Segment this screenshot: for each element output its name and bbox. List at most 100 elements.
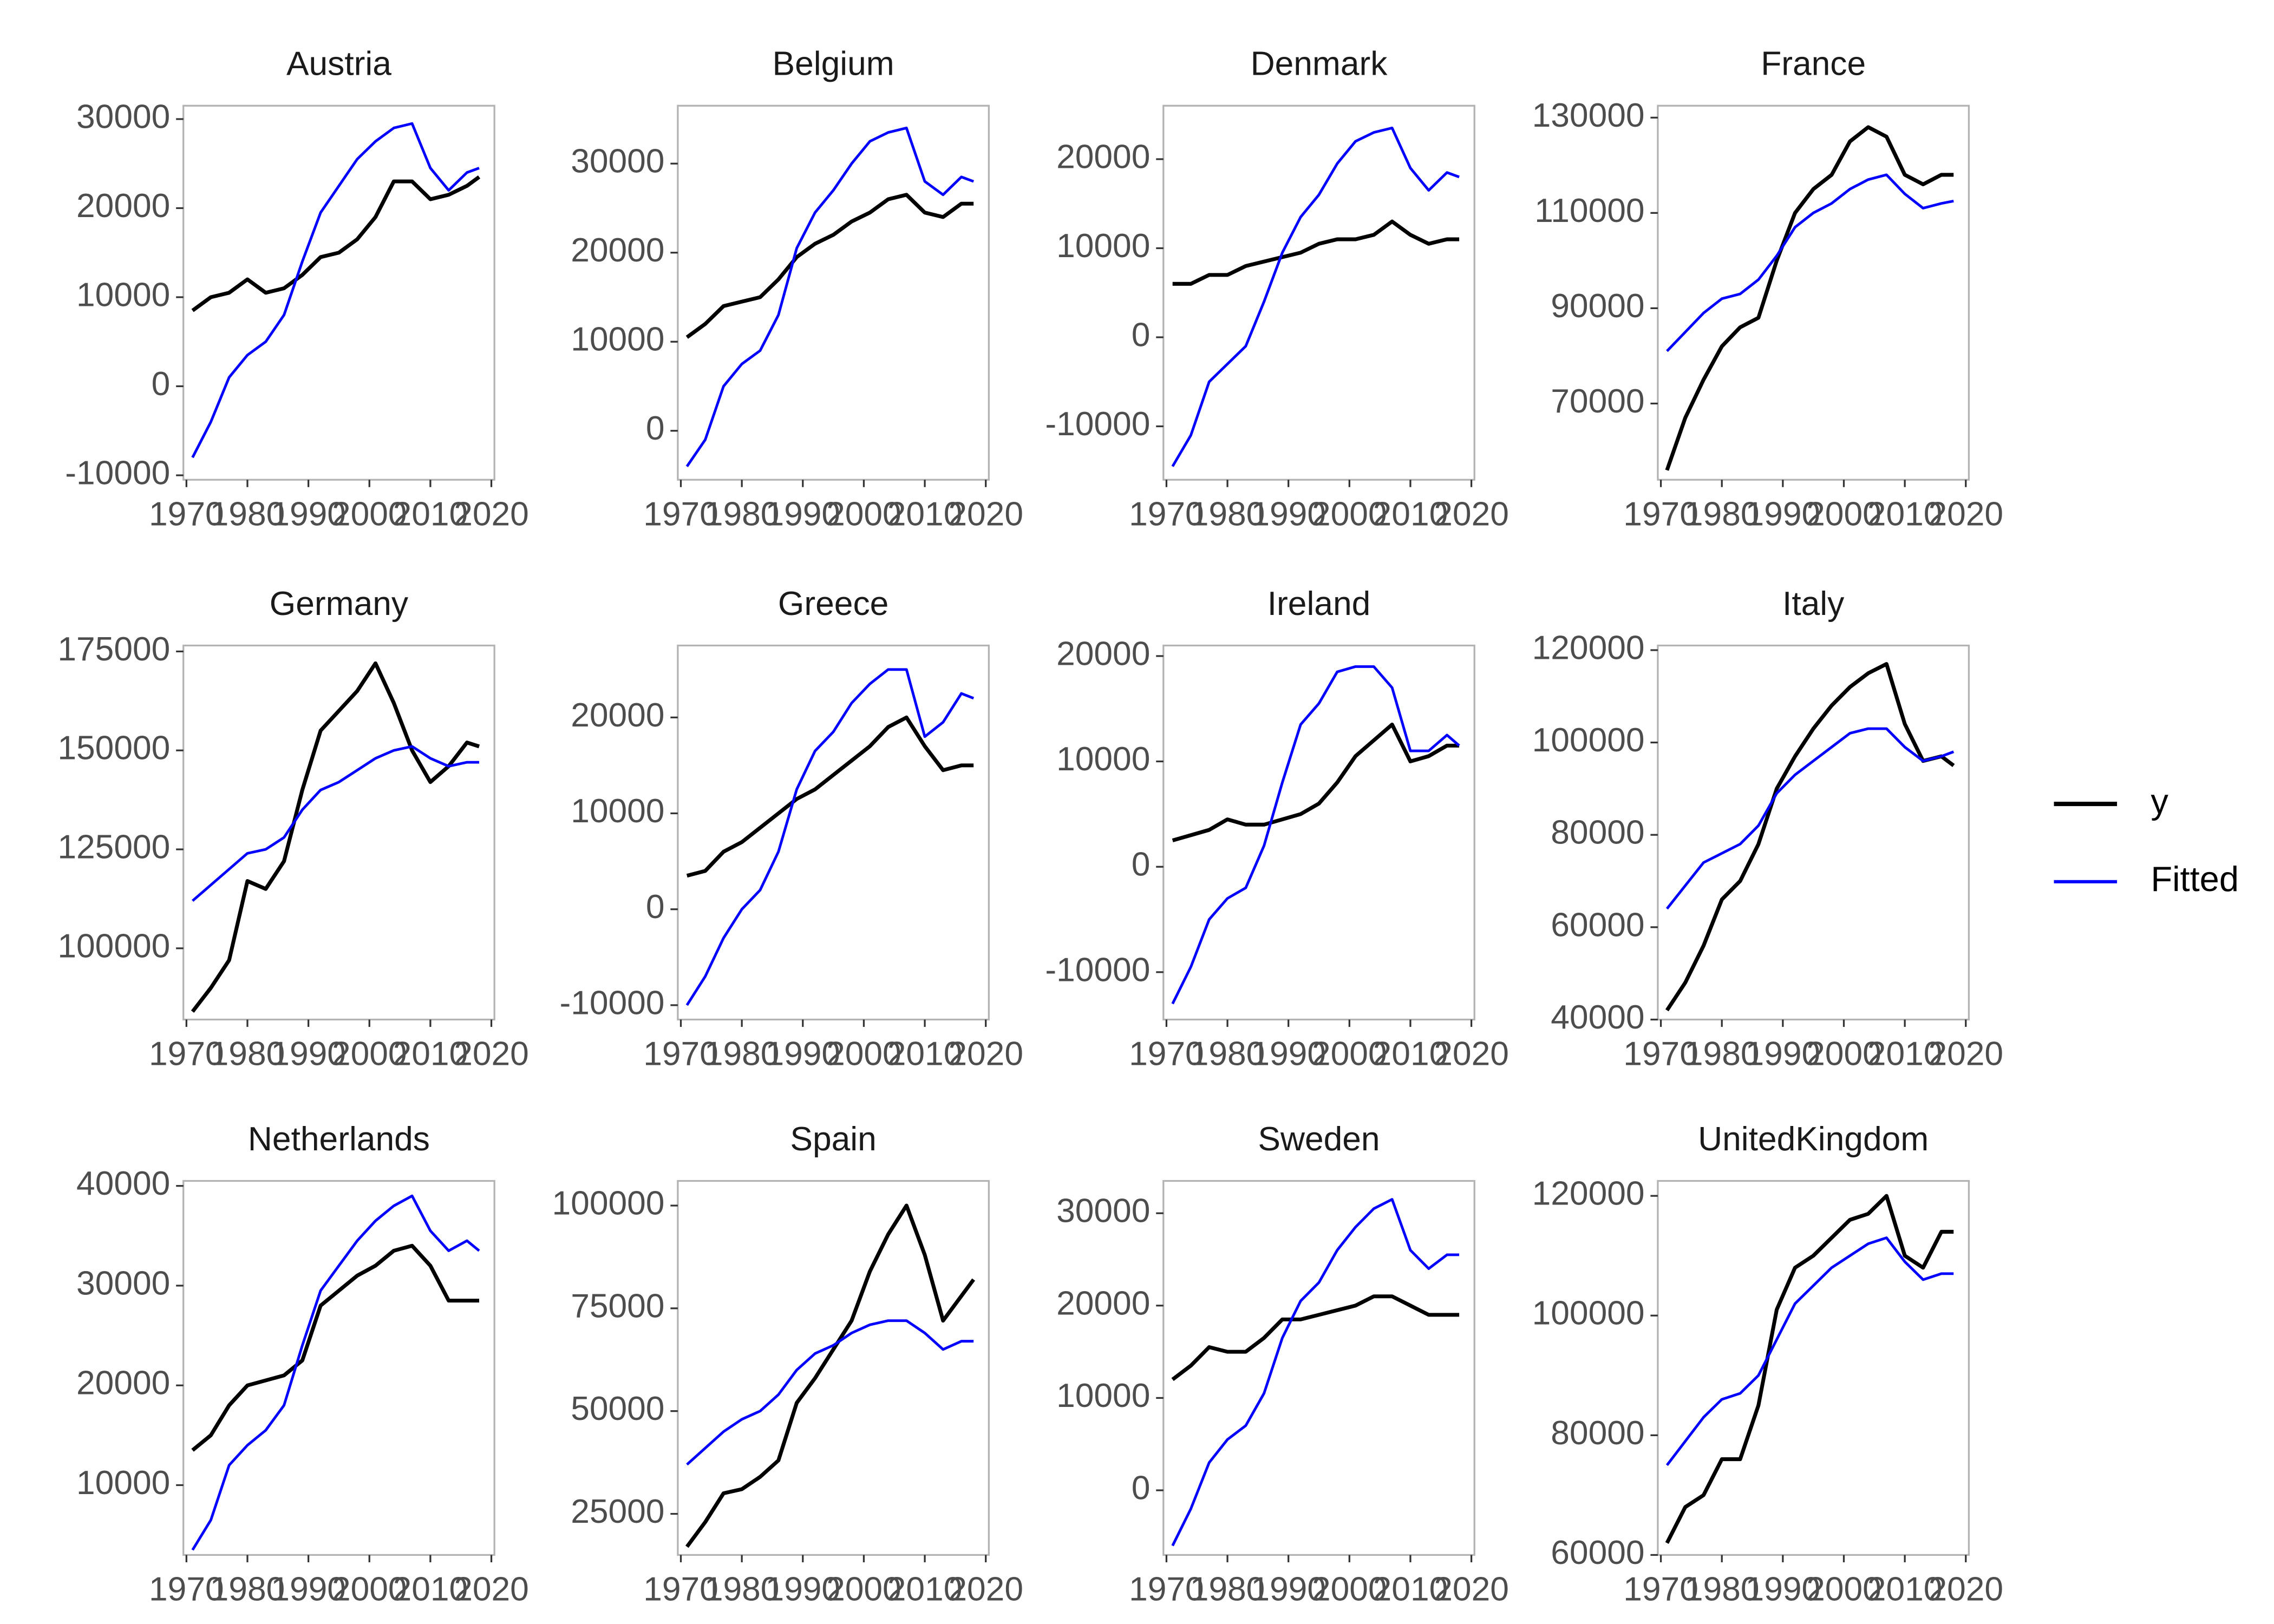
panel-border [1657, 1180, 1970, 1556]
x-tick-label: 2010 [887, 495, 963, 533]
y-tick-label: 30000 [571, 143, 664, 180]
panel-border [1657, 644, 1970, 1021]
y-tick-label: 30000 [76, 1265, 170, 1302]
y-tick-label: 0 [1132, 317, 1151, 354]
x-tick-label: 2020 [1928, 1571, 2003, 1608]
series-line [191, 1243, 480, 1452]
y-tick-label: 0 [646, 888, 665, 926]
x-tick-label: 2010 [1373, 495, 1448, 533]
y-tick-label: 75000 [571, 1287, 664, 1325]
legend-label: y [2151, 781, 2168, 821]
series-line [1666, 173, 1954, 352]
x-tick-label: 1980 [1190, 1036, 1265, 1073]
x-tick-label: 2020 [1434, 495, 1509, 533]
x-tick-label: 2020 [454, 1571, 529, 1608]
y-tick-label: 150000 [57, 730, 170, 767]
x-tick-label: 2010 [393, 495, 468, 533]
x-tick-label: 2000 [826, 495, 901, 533]
x-tick-label: 1990 [765, 1036, 840, 1073]
series-line [1665, 662, 1955, 1012]
y-tick-label: 40000 [1551, 999, 1644, 1036]
x-tick-label: 1980 [210, 495, 285, 533]
y-tick-label: 70000 [1551, 383, 1644, 420]
series-line [1171, 1198, 1460, 1547]
x-tick-label: 2020 [948, 1571, 1023, 1608]
x-tick-label: 2000 [332, 495, 407, 533]
series-line [1171, 1294, 1460, 1381]
x-tick-label: 1990 [765, 1571, 840, 1608]
y-tick-label: 0 [1132, 1469, 1151, 1507]
x-tick-label: 2010 [887, 1036, 963, 1073]
series-line [685, 668, 975, 1006]
x-tick-label: 2000 [332, 1036, 407, 1073]
y-tick-label: 10000 [571, 793, 664, 830]
y-tick-label: 60000 [1551, 1534, 1644, 1571]
panel-title: Spain [790, 1121, 876, 1158]
series-line [191, 122, 480, 459]
x-tick-label: 2000 [1312, 1571, 1387, 1608]
x-tick-label: 2010 [1373, 1571, 1448, 1608]
x-tick-label: 1970 [1129, 1571, 1204, 1608]
series-line [685, 1203, 975, 1548]
series-line [1172, 722, 1460, 842]
x-tick-label: 1980 [1684, 495, 1760, 533]
y-tick-label: 20000 [1056, 1285, 1150, 1322]
y-tick-label: 110000 [1534, 192, 1644, 230]
y-tick-label: -10000 [1045, 951, 1150, 988]
y-tick-label: 20000 [76, 1365, 170, 1402]
panel-border [182, 1180, 495, 1556]
panel-border [1657, 104, 1970, 481]
y-tick-label: 100000 [1532, 1295, 1645, 1332]
y-tick-label: -10000 [65, 455, 170, 492]
x-tick-label: 1970 [149, 495, 224, 533]
x-tick-label: 1980 [210, 1571, 285, 1608]
x-tick-label: 1990 [1251, 1036, 1326, 1073]
x-tick-label: 1990 [1746, 495, 1821, 533]
panel-title: France [1761, 45, 1866, 83]
panel-title: UnitedKingdom [1698, 1121, 1929, 1158]
x-tick-label: 1980 [1684, 1036, 1760, 1073]
series-line [685, 126, 975, 467]
y-tick-label: 10000 [1056, 1377, 1150, 1415]
x-tick-label: 1980 [210, 1036, 285, 1073]
legend-label: Fitted [2151, 859, 2239, 899]
series-line [1665, 727, 1955, 910]
y-tick-label: 100000 [57, 927, 170, 965]
x-tick-label: 1970 [643, 1036, 718, 1073]
y-tick-label: 175000 [57, 631, 170, 668]
x-tick-label: 1990 [271, 1571, 346, 1608]
y-tick-label: 100000 [552, 1185, 665, 1222]
x-tick-label: 1970 [643, 1571, 718, 1608]
x-tick-label: 1970 [149, 1036, 224, 1073]
y-tick-label: 50000 [571, 1390, 664, 1427]
x-tick-label: 1970 [1623, 1571, 1698, 1608]
series-line [686, 1319, 974, 1466]
panel-title: Italy [1782, 585, 1845, 623]
x-tick-label: 2010 [1867, 1036, 1943, 1073]
panel-border [677, 1180, 990, 1556]
x-tick-label: 1990 [1251, 1571, 1326, 1608]
x-tick-label: 2000 [826, 1571, 901, 1608]
panel-border [677, 644, 990, 1021]
panel-border [1162, 104, 1475, 481]
x-tick-label: 2000 [1312, 495, 1387, 533]
x-tick-label: 2010 [1867, 495, 1943, 533]
x-tick-label: 1990 [271, 495, 346, 533]
x-tick-label: 2000 [1312, 1036, 1387, 1073]
y-tick-label: -10000 [1045, 405, 1150, 443]
y-tick-label: 125000 [57, 828, 170, 866]
y-tick-label: 0 [1132, 846, 1151, 883]
y-tick-label: 80000 [1551, 1415, 1644, 1452]
y-tick-label: 30000 [76, 98, 170, 135]
y-tick-label: 10000 [1056, 741, 1150, 778]
series-line [685, 193, 974, 339]
y-tick-label: 10000 [76, 1464, 170, 1502]
series-line [1171, 665, 1460, 1005]
panel-border [677, 104, 990, 481]
panel-title: Germany [270, 585, 409, 623]
y-tick-label: 20000 [76, 187, 170, 225]
panel-border [1162, 1180, 1475, 1556]
x-tick-label: 2000 [1806, 1571, 1881, 1608]
series-line [1665, 1236, 1954, 1466]
